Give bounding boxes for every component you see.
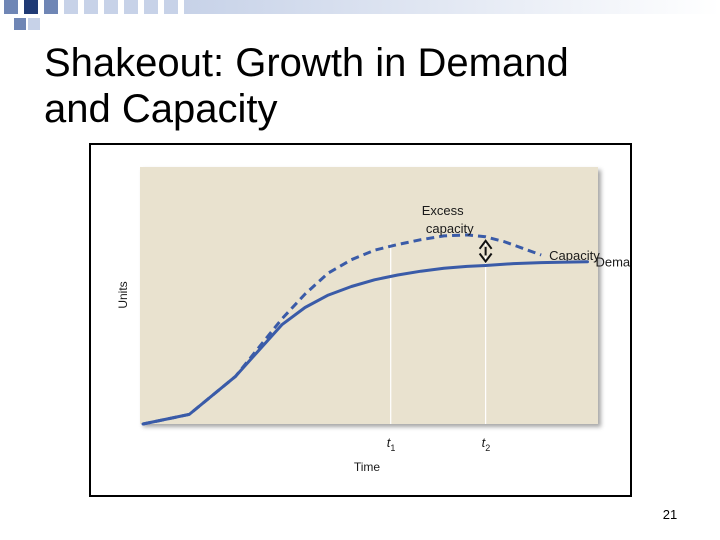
- decoration-square: [14, 18, 26, 30]
- decoration-gradient-band: [184, 0, 720, 14]
- time-marker-label-1: t1: [387, 435, 396, 453]
- decoration-square: [44, 0, 58, 14]
- decoration-square: [4, 0, 18, 14]
- slide-title: Shakeout: Growth in Demand and Capacity: [44, 40, 684, 132]
- arrow-head-down: [478, 252, 493, 264]
- decoration-square: [24, 0, 38, 14]
- plot-area: [140, 167, 598, 424]
- decoration-square: [104, 0, 118, 14]
- x-axis-label: Time: [354, 460, 381, 474]
- excess-capacity-label-line-2: capacity: [426, 221, 474, 236]
- decoration-square: [28, 18, 40, 30]
- excess-capacity-label-line-1: Excess: [422, 203, 464, 218]
- slide-title-line-2: and Capacity: [44, 87, 278, 131]
- time-marker-label-2: t2: [482, 435, 491, 453]
- decoration-square: [164, 0, 178, 14]
- demand-line: [141, 260, 589, 426]
- title-decoration-squares: [4, 0, 720, 30]
- chart-figure: t1 t2 CapacityDemand Excess capacity Units…: [89, 143, 632, 497]
- capacity-line: [142, 233, 542, 426]
- y-axis-label: Units: [116, 281, 130, 308]
- slide-title-line-1: Shakeout: Growth in Demand: [44, 41, 569, 85]
- decoration-square: [144, 0, 158, 14]
- shakeout-line-chart: t1 t2 CapacityDemand Excess capacity Units…: [116, 167, 630, 474]
- arrow-head-up: [478, 239, 493, 250]
- page-number: 21: [662, 507, 678, 522]
- capacity-series-label: Capacity: [549, 248, 600, 263]
- decoration-square: [84, 0, 98, 14]
- decoration-square: [64, 0, 78, 14]
- decoration-square: [124, 0, 138, 14]
- demand-series-label: Demand: [595, 255, 630, 270]
